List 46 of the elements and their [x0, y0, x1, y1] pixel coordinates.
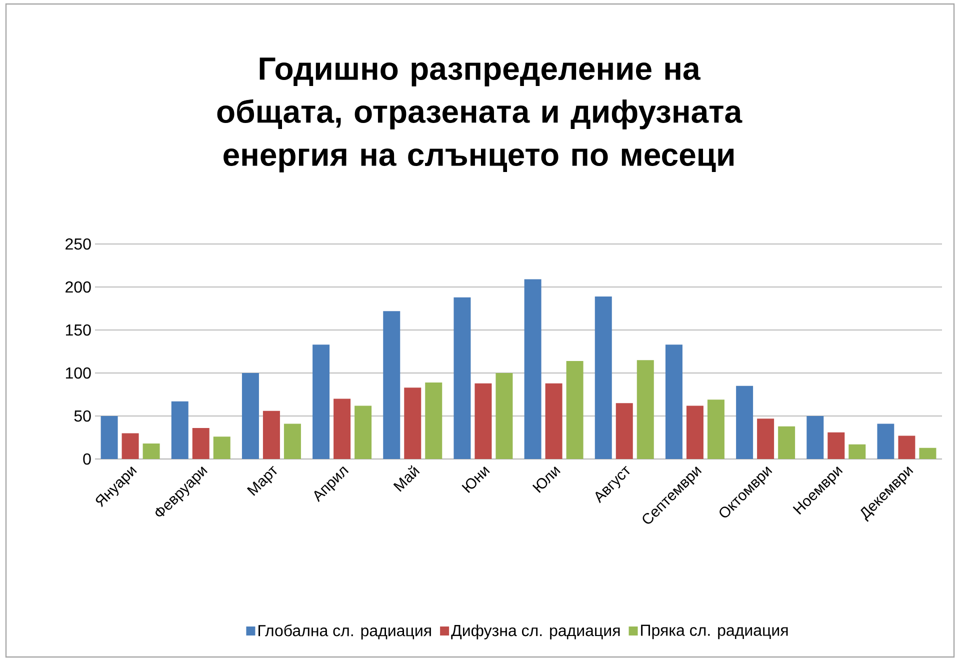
y-tick-label: 250	[66, 238, 91, 250]
bar	[142, 444, 160, 460]
y-tick-label: 150	[66, 324, 91, 336]
y-tick-label: 50	[74, 410, 91, 422]
bar	[736, 386, 754, 460]
bar	[100, 416, 118, 460]
bar	[665, 344, 682, 460]
bar	[524, 279, 542, 460]
bar	[122, 433, 139, 460]
bar	[496, 373, 513, 460]
bar	[284, 424, 301, 460]
bar	[707, 400, 724, 460]
bar	[474, 383, 492, 460]
bar	[828, 432, 845, 460]
bar	[898, 436, 916, 460]
bar	[312, 344, 330, 460]
bar	[404, 388, 422, 460]
bar	[192, 428, 210, 460]
bar	[213, 436, 230, 460]
legend-label: Дифузна сл. радиация	[451, 624, 620, 640]
bar	[919, 448, 936, 460]
bar	[877, 424, 894, 460]
chart-title: Годишно разпределение на общата, отразената и дифузната енергия на слънцето по месеци	[217, 58, 742, 172]
y-tick-label: 100	[66, 367, 91, 379]
bar	[262, 410, 280, 460]
bar	[454, 297, 471, 460]
y-tick-label: 200	[66, 281, 91, 293]
bar	[848, 444, 866, 460]
bar	[354, 406, 372, 460]
bar	[636, 360, 654, 460]
bar	[757, 418, 774, 460]
bar	[171, 401, 188, 460]
bar	[566, 360, 584, 460]
legend-label: Глобална сл. радиация	[258, 624, 431, 640]
bar	[686, 406, 704, 460]
bar	[425, 382, 442, 460]
bar	[334, 398, 351, 460]
bar	[545, 383, 562, 460]
bar	[594, 296, 612, 460]
y-tick-label: 0	[83, 453, 91, 465]
bar	[383, 311, 400, 460]
bar	[806, 416, 824, 460]
legend-label: Пряка сл. радиация	[641, 624, 788, 640]
bar	[778, 426, 796, 460]
bar	[242, 373, 259, 460]
bar	[616, 403, 633, 460]
